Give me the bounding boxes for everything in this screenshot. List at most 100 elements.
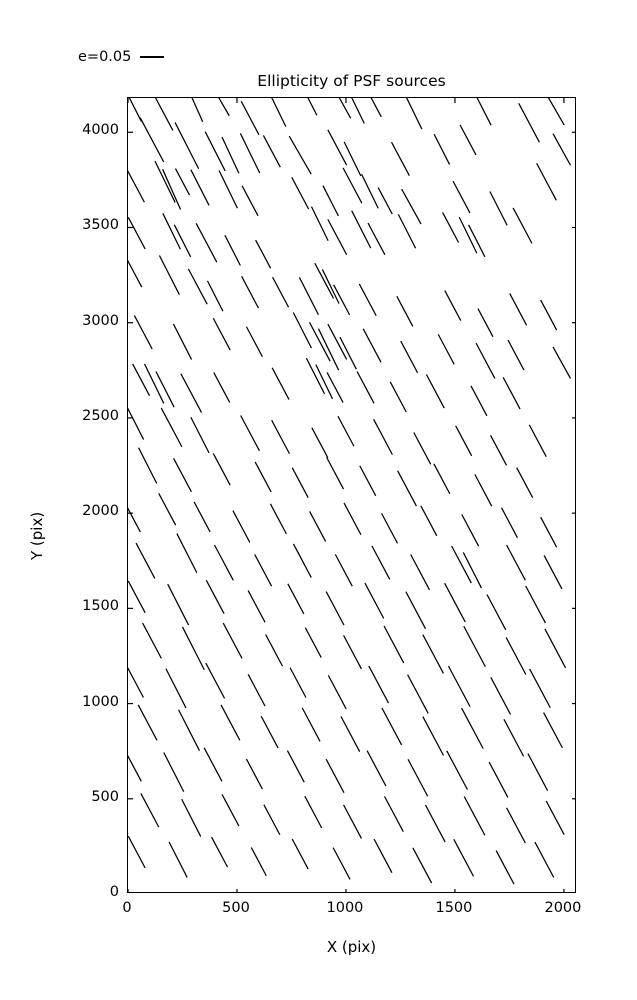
whisker-segment (291, 177, 310, 210)
whisker-segment (241, 185, 259, 217)
whisker-segment (315, 364, 334, 400)
whisker-segment (176, 533, 198, 574)
y-tick-label: 2500 (82, 407, 119, 424)
whisker-segment (263, 804, 281, 836)
whisker-segment (540, 516, 558, 548)
page-title: Ellipticity of PSF sources (257, 72, 446, 90)
whisker-segment (135, 542, 156, 579)
whisker-segment (311, 427, 329, 458)
whisker-segment (528, 424, 547, 457)
whisker-segment (173, 224, 192, 258)
whisker-segment (543, 712, 563, 749)
whisker-segment (453, 838, 475, 877)
whisker-segment (307, 98, 318, 116)
whisker-segment (181, 798, 202, 837)
whisker-segment (213, 372, 231, 403)
whisker-segment (193, 501, 211, 533)
whisker-segment (468, 224, 486, 258)
whisker-segment (543, 555, 563, 590)
whisker-segment (552, 133, 572, 166)
whisker-segment (343, 635, 362, 670)
whisker-segment (314, 262, 335, 299)
whisker-segment (381, 513, 399, 544)
whisker-segment (271, 367, 290, 400)
whisker-segment (420, 505, 438, 537)
whisker-segment (132, 363, 151, 397)
whisker-segment (128, 667, 145, 698)
whisker-segment (534, 841, 555, 878)
whisker-field-svg (128, 98, 575, 892)
whisker-segment (475, 342, 496, 379)
whisker-segment (401, 188, 422, 225)
whisker-segment (339, 336, 357, 370)
whisker-segment (301, 707, 321, 742)
whisker-segment (287, 583, 305, 615)
whisker-segment (155, 371, 175, 408)
whisker-segment (463, 625, 486, 668)
whisker-segment (327, 219, 348, 255)
whisker-segment (212, 317, 231, 351)
whisker-segment (461, 514, 480, 547)
whisker-segment (272, 276, 290, 308)
whisker-segment (254, 461, 272, 493)
whisker-segment (221, 794, 240, 827)
whisker-segment (373, 838, 393, 873)
whisker-segment (390, 141, 410, 177)
whisker-segment (241, 276, 260, 309)
plot-area[interactable] (127, 97, 576, 893)
whisker-segment (255, 239, 272, 269)
whisker-segment (245, 758, 263, 790)
whisker-segment (547, 98, 565, 126)
whisker-segment (371, 545, 391, 580)
whisker-segment (140, 793, 160, 828)
whisker-segment (422, 634, 445, 674)
whisker-segment (137, 447, 158, 484)
whisker-segment (452, 180, 471, 214)
whisker-segment (351, 98, 365, 124)
whisker-segment (356, 371, 375, 404)
whisker-segment (444, 290, 462, 321)
whisker-segment (425, 374, 445, 409)
whisker-segment (367, 222, 386, 256)
whisker-segment (405, 591, 427, 630)
whisker-segment (361, 173, 379, 209)
whisker-segment (220, 704, 241, 741)
whisker-segment (486, 594, 507, 631)
whisker-segment (291, 838, 309, 870)
whisker-segment (163, 752, 185, 793)
whisker-segment (250, 847, 267, 877)
whisker-segment (221, 136, 240, 174)
whisker-segment (509, 293, 528, 326)
whisker-segment (173, 457, 192, 493)
whisker-segment (203, 747, 223, 782)
whisker-segment (211, 836, 229, 868)
whisker-segment (503, 719, 525, 757)
whisker-segment (433, 133, 451, 165)
whisker-segment (247, 590, 266, 623)
whisker-segment (516, 467, 534, 498)
whisker-segment (442, 212, 460, 243)
whisker-segment (205, 579, 225, 614)
whisker-segment (162, 169, 182, 210)
whisker-segment (271, 98, 287, 127)
whisker-segment (540, 299, 558, 331)
whisker-segment (325, 758, 345, 794)
whisker-segment (187, 268, 208, 305)
whisker-segment (381, 707, 403, 746)
whisker-segment (305, 357, 326, 395)
whisker-segment (143, 363, 165, 404)
whisker-segment (332, 847, 351, 880)
whisker-segment (128, 507, 141, 533)
whisker-segment (489, 434, 508, 466)
whisker-segment (474, 474, 493, 507)
whisker-segment (406, 98, 423, 130)
whisker-segment (128, 754, 142, 782)
whisker-segment (500, 507, 518, 538)
whisker-segment (437, 334, 455, 365)
whisker-segment (154, 98, 174, 131)
legend-label: e=0.05 (78, 48, 132, 65)
whisker-segment (400, 340, 419, 374)
whisker-segment (190, 416, 210, 454)
whisker-segment (366, 750, 387, 787)
whisker-segment (373, 419, 393, 455)
